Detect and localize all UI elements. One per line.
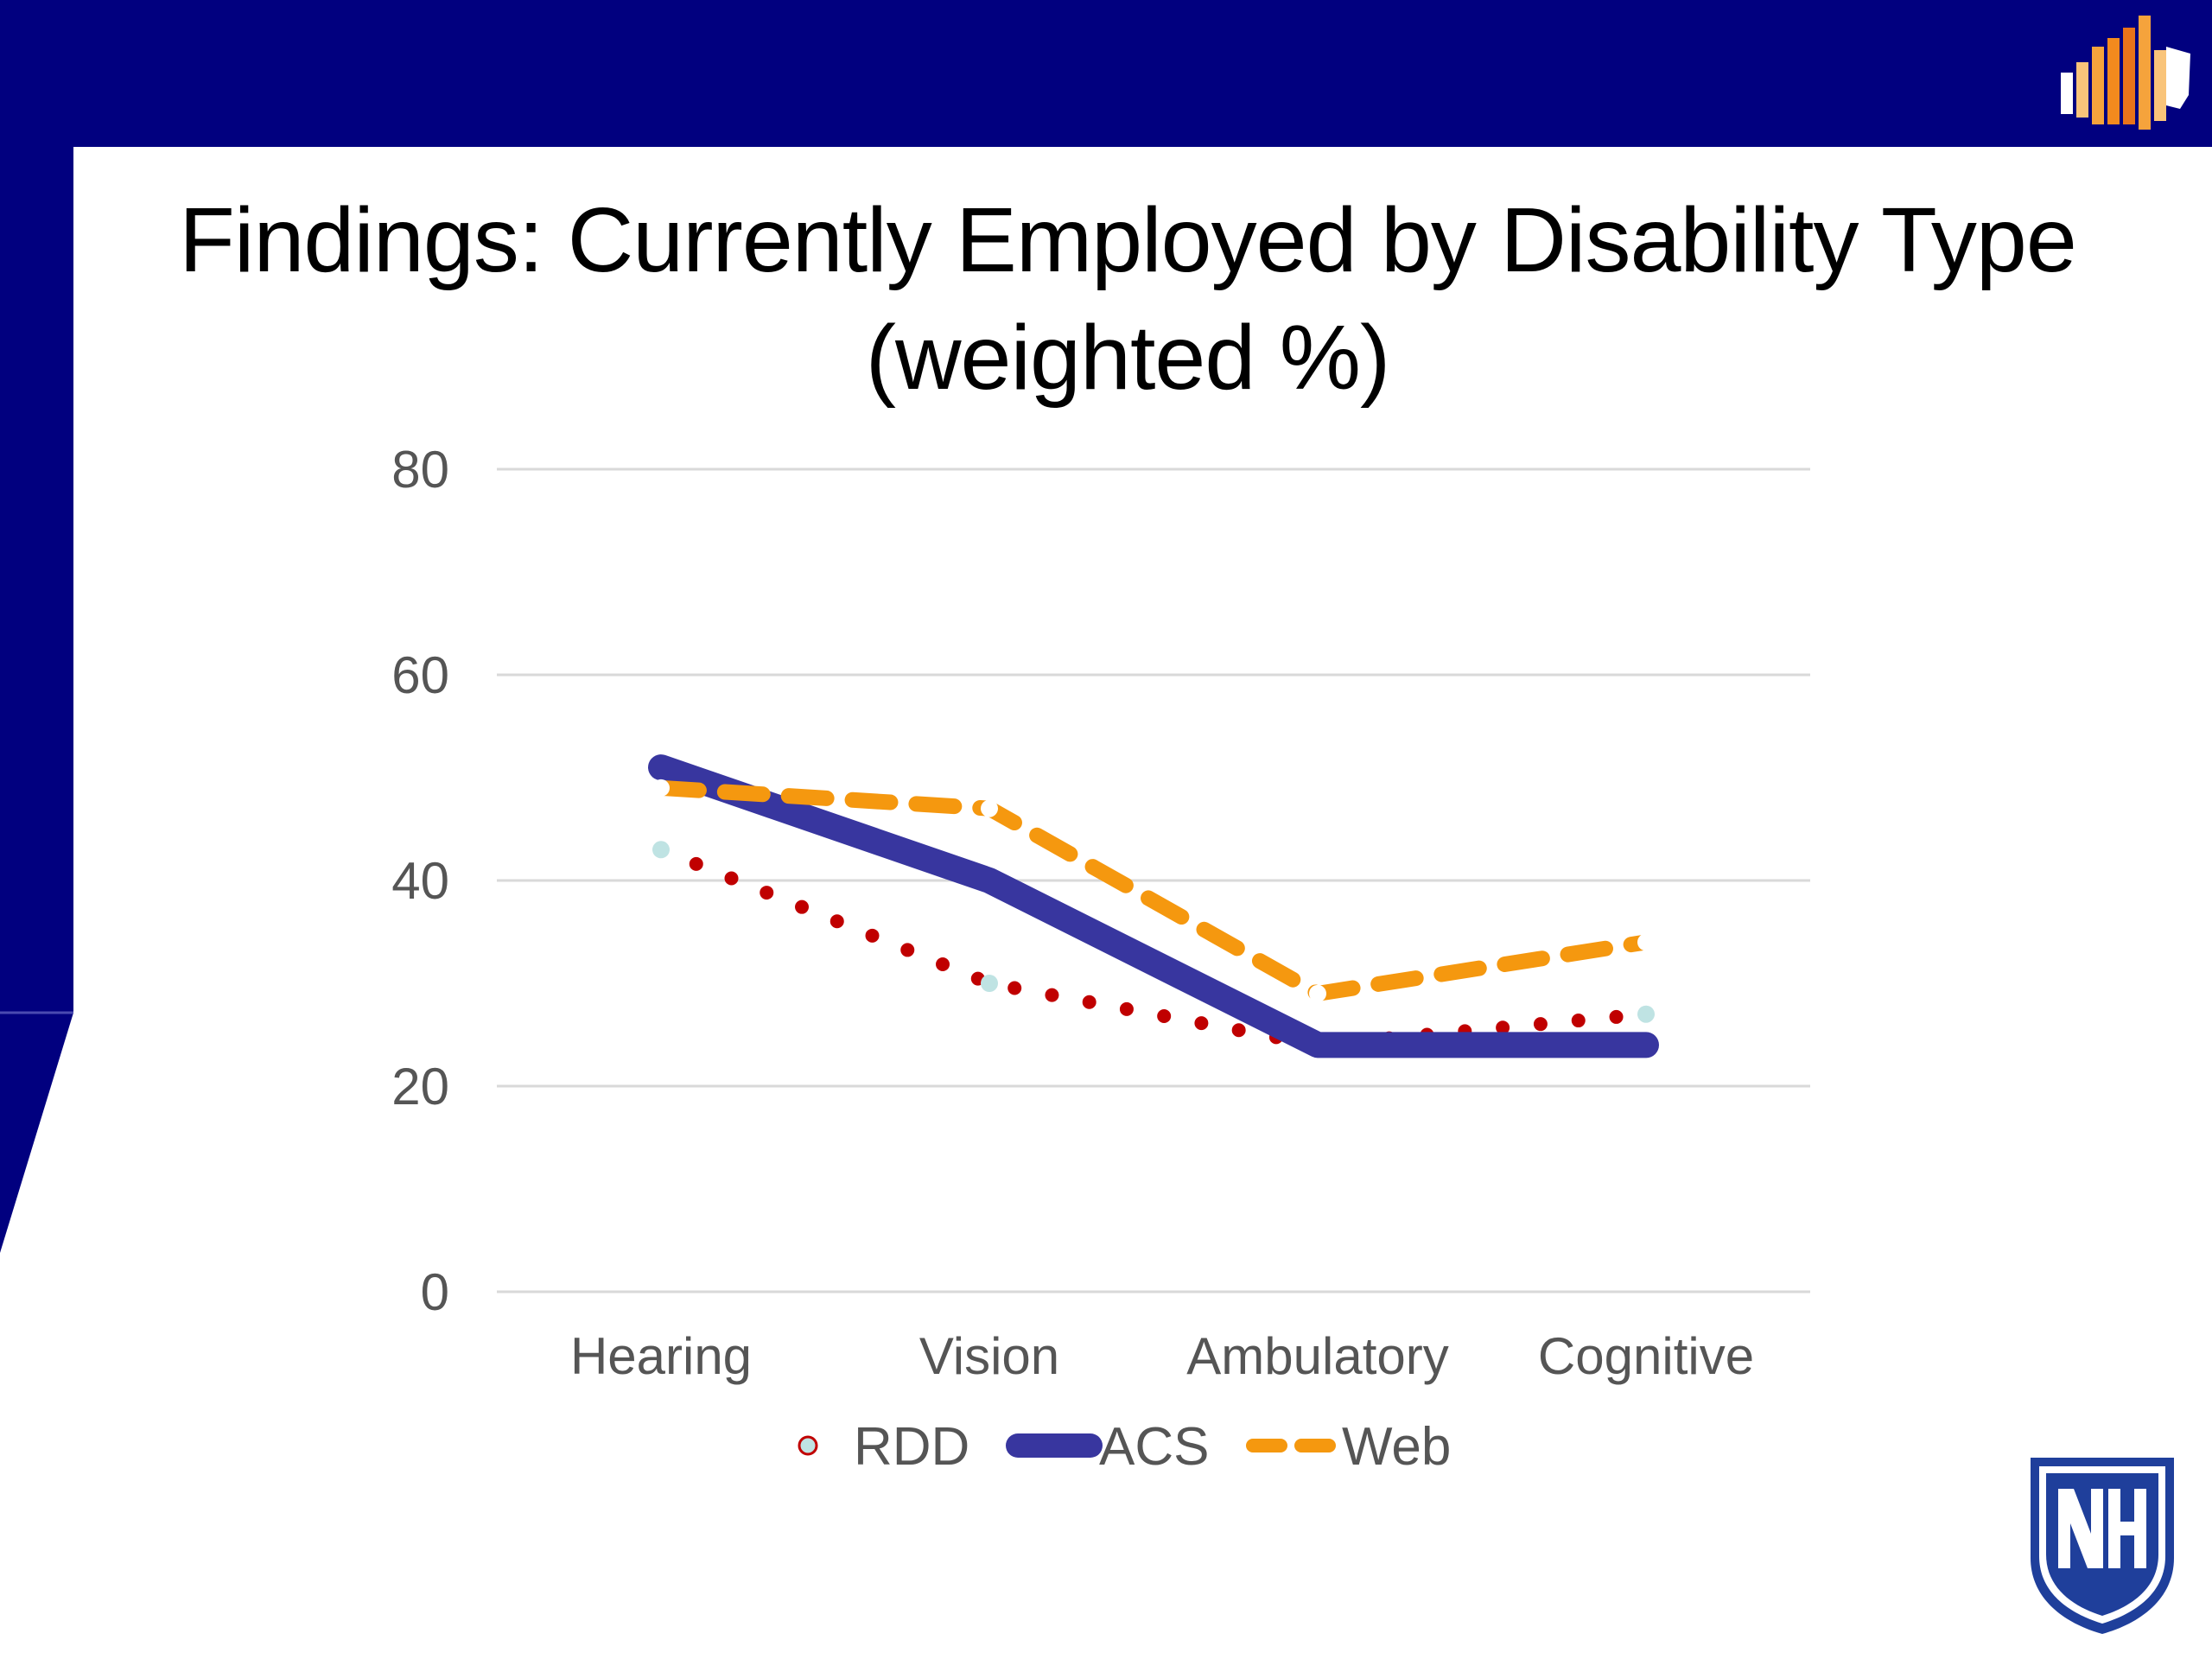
header-band (0, 0, 2212, 147)
series-layer (648, 754, 1659, 1058)
x-tick-label-hearing: Hearing (570, 1327, 752, 1385)
y-tick-label: 0 (421, 1263, 449, 1321)
y-tick-label: 20 (391, 1058, 449, 1116)
y-tick-label: 40 (391, 852, 449, 910)
data-point-rdd-hearing (652, 841, 670, 859)
legend-label-rdd: RDD (854, 1417, 969, 1477)
series-line-rdd (654, 842, 1653, 1052)
legend: RDD ACS Web (798, 1417, 1451, 1477)
data-point-web-ambulatory (1309, 984, 1326, 1002)
gridlines (497, 467, 1810, 1294)
data-point-rdd-vision (981, 975, 998, 992)
title-line-1: Findings: Currently Employed by Disabili… (179, 189, 2077, 291)
unh-shield-logo-icon (2031, 1458, 2174, 1634)
series-line-acs (648, 754, 1659, 1058)
x-tick-label-cognitive: Cognitive (1538, 1327, 1754, 1385)
legend-label-web: Web (1342, 1417, 1451, 1477)
slide-title: Findings: Currently Employed by Disabili… (73, 181, 2182, 416)
y-tick-label: 80 (391, 441, 449, 499)
data-point-web-vision (981, 799, 998, 817)
bar-chart-map-logo-icon (2061, 16, 2190, 130)
left-side-wedge (0, 1013, 73, 1253)
x-tick-label-ambulatory: Ambulatory (1186, 1327, 1448, 1385)
series-line-web (653, 779, 1654, 1001)
data-point-rdd-cognitive (1637, 1005, 1655, 1023)
left-side-band (0, 0, 73, 1013)
x-axis-tick-labels: Hearing Vision Ambulatory Cognitive (570, 1327, 1754, 1385)
y-tick-label: 60 (391, 646, 449, 704)
data-point-web-cognitive (1637, 933, 1655, 951)
legend-label-acs: ACS (1099, 1417, 1209, 1477)
y-axis-tick-labels: 0 20 40 60 80 (391, 441, 449, 1321)
title-line-2: (weighted %) (865, 307, 1391, 409)
x-tick-label-vision: Vision (919, 1327, 1059, 1385)
legend-marker-rdd (798, 1435, 818, 1456)
data-point-web-hearing (652, 779, 670, 797)
